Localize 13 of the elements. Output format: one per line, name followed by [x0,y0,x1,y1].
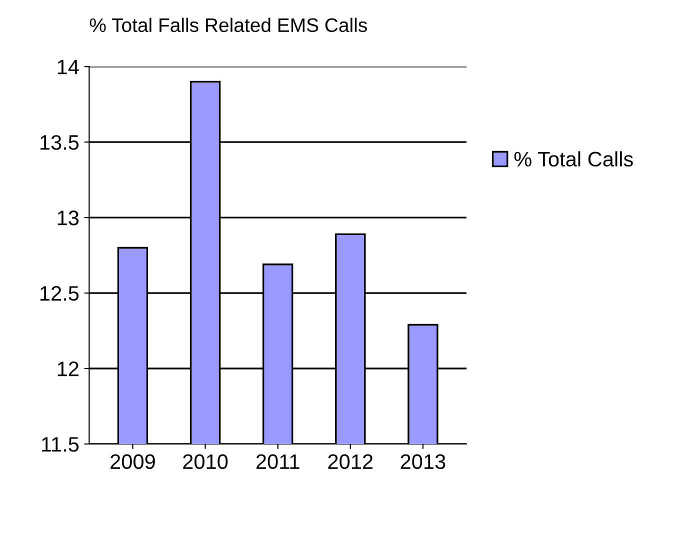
x-tick-label: 2013 [400,454,446,470]
x-tick-label: 2012 [328,454,373,470]
y-tick-label: 13.5 [40,135,79,150]
y-tick-label: 12 [58,362,78,376]
y-tick-label: 13 [58,210,79,226]
y-tick-label: 12.5 [40,286,79,301]
chart-title: % Total Falls Related EMS Calls [90,18,367,32]
x-tick-label: 2010 [183,454,228,470]
y-tick-label: 11.5 [42,437,79,452]
legend-label: % Total Calls [514,151,633,167]
x-tick-label: 2009 [110,454,155,470]
x-tick-label: 2011 [256,454,300,470]
y-tick-label: 14 [58,60,79,74]
